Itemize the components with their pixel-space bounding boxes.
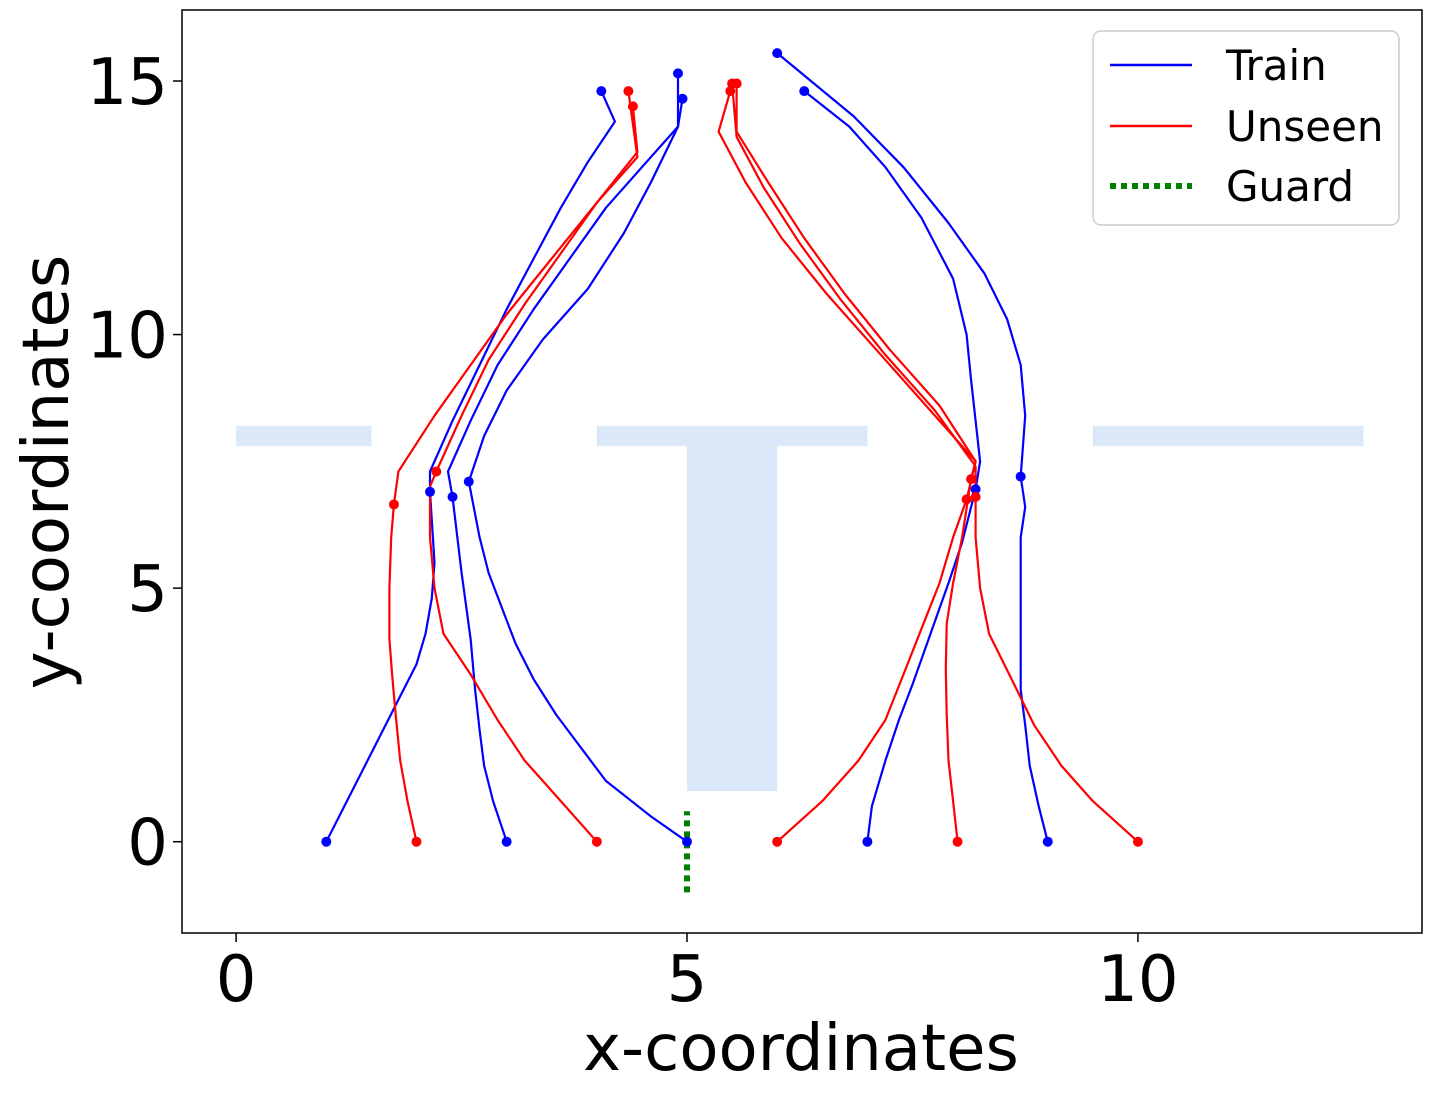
x-tick-label: 0 <box>216 943 257 1017</box>
y-tick-label: 5 <box>127 553 168 627</box>
y-tick-label: 15 <box>87 46 168 120</box>
train-trajectory-point <box>682 836 693 847</box>
y-axis-label: y-coordinates <box>10 255 84 690</box>
train-trajectory-point <box>596 86 607 97</box>
unseen-trajectory-point <box>725 86 736 97</box>
train-trajectory-line <box>446 73 680 843</box>
unseen-trajectory-point <box>623 86 634 97</box>
unseen-trajectory-point <box>961 494 972 505</box>
unseen-trajectory-line <box>428 106 639 843</box>
y-tick-label: 0 <box>127 807 168 881</box>
legend-label-unseen: Unseen <box>1226 102 1384 151</box>
unseen-trajectory-point <box>1132 836 1143 847</box>
legend-box <box>1092 30 1400 226</box>
train-trajectory-point <box>463 476 474 487</box>
x-tick-label: 5 <box>667 943 708 1017</box>
background-shapes <box>236 425 1364 791</box>
x-axis-ticks: 0 5 10 <box>216 933 1179 1017</box>
x-tick-label: 10 <box>1097 943 1178 1017</box>
background-rect <box>236 425 372 447</box>
unseen-trajectory-point <box>411 836 422 847</box>
series-layer <box>321 48 1143 847</box>
train-trajectory-line <box>803 90 982 842</box>
unseen-trajectory-point <box>727 78 738 89</box>
unseen-trajectory-point <box>970 491 981 502</box>
train-trajectory-point <box>799 86 810 97</box>
unseen-trajectory-line <box>731 83 1139 843</box>
train-trajectory-point <box>321 836 332 847</box>
x-axis-label: x-coordinates <box>583 1012 1019 1086</box>
legend-label-train: Train <box>1225 41 1327 90</box>
y-tick-label: 10 <box>87 300 168 374</box>
legend: Train Unseen Guard <box>1092 30 1400 226</box>
unseen-trajectory-point <box>966 474 977 485</box>
train-trajectory-point <box>772 48 783 59</box>
unseen-trajectory-line <box>388 90 639 842</box>
train-trajectory-point <box>447 491 458 502</box>
train-trajectory-line <box>467 98 688 843</box>
train-trajectory-line <box>325 90 617 843</box>
unseen-trajectory-point <box>431 466 442 477</box>
y-axis-ticks: 0 5 10 15 <box>87 46 182 881</box>
train-trajectory-point <box>1015 471 1026 482</box>
unseen-trajectory-point <box>772 836 783 847</box>
unseen-trajectory-point <box>591 836 602 847</box>
background-rect <box>1092 425 1364 447</box>
plot-frame <box>181 9 1423 934</box>
background-rect <box>687 446 778 791</box>
train-trajectory-point <box>673 68 683 79</box>
train-trajectory-point <box>862 836 873 847</box>
background-rect <box>596 425 868 447</box>
train-trajectory-point <box>970 484 981 495</box>
train-trajectory-point <box>1042 836 1053 847</box>
train-trajectory-line <box>776 52 1049 842</box>
unseen-trajectory-point <box>388 499 399 510</box>
train-trajectory-point <box>501 836 512 847</box>
train-trajectory-point <box>425 486 435 497</box>
unseen-trajectory-point <box>627 101 638 112</box>
train-trajectory-point <box>677 93 688 104</box>
legend-label-guard: Guard <box>1226 162 1354 211</box>
unseen-trajectory-point <box>952 836 963 847</box>
